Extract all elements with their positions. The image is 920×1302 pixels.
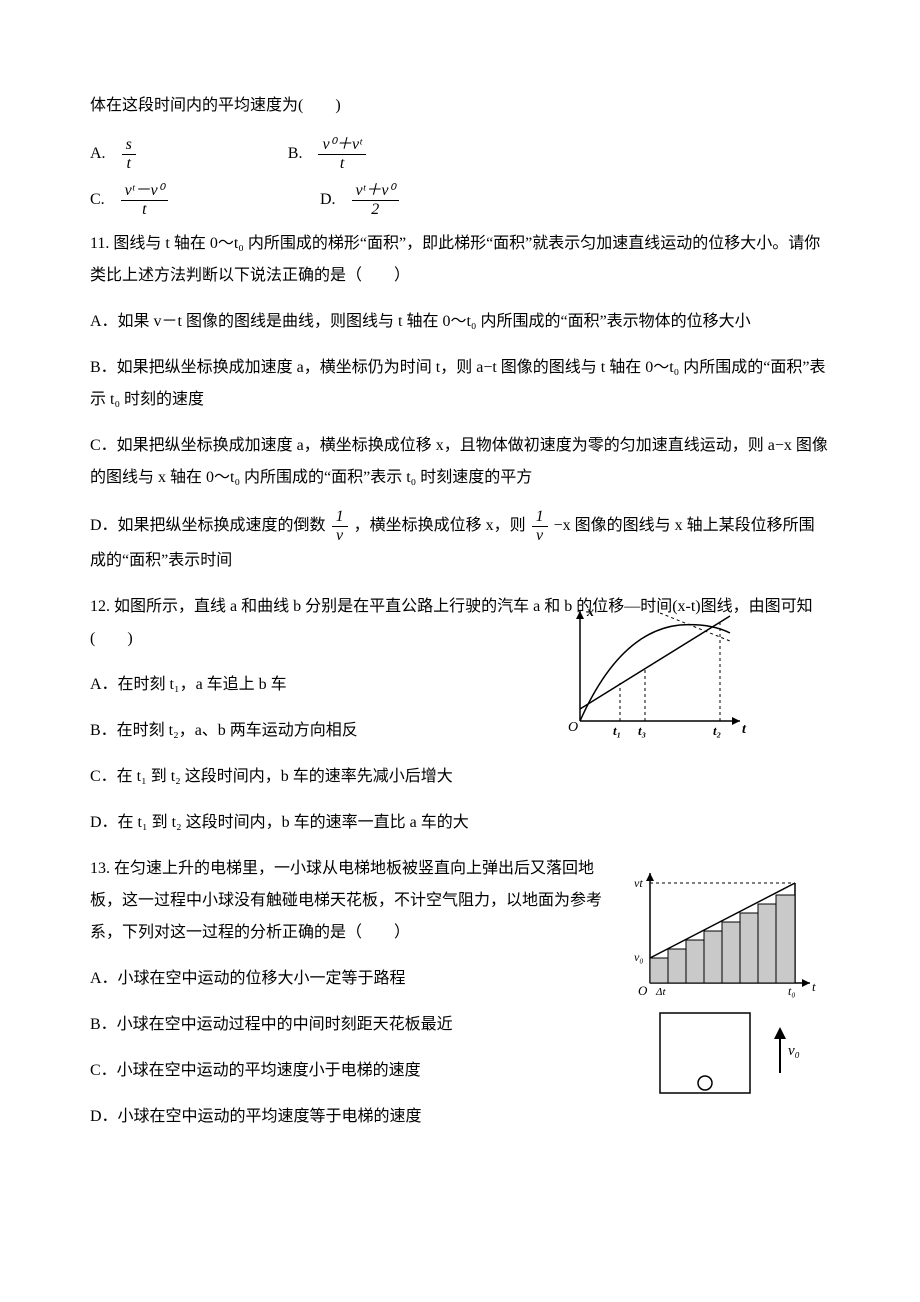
q10-tail: 体在这段时间内的平均速度为( ) (90, 90, 830, 122)
taxis-label: t (812, 979, 816, 994)
q12-figure: O t x t₁ t₃ t₂ (560, 601, 750, 741)
q10-row1: A. s t B. v⁰＋vᵗ t (90, 136, 830, 172)
q10-opt-A: A. s t (90, 136, 138, 172)
q12: 12. 如图所示，直线 a 和曲线 b 分别是在平直公路上行驶的汽车 a 和 b… (90, 591, 830, 839)
q12-A: A．在时刻 t₁，a 车追上 b 车 (90, 669, 570, 701)
vt-label: vt (634, 876, 643, 890)
frac-den: t (318, 155, 365, 173)
q11-D-mid: ，横坐标换成位移 x，则 (354, 517, 530, 534)
frac-den: v (332, 527, 348, 545)
frac: vᵗ＋v⁰ 2 (352, 182, 399, 218)
q11-A: A．如果 v－t 图像的图线是曲线，则图线与 t 轴在 0～t₀ 内所围成的“面… (90, 306, 830, 338)
frac: 1 v (532, 508, 548, 544)
frac-num: s (122, 136, 136, 155)
q13-figure-b: v₀ (630, 1003, 820, 1103)
frac-num: vᵗ＋v⁰ (352, 182, 399, 201)
frac: v⁰＋vᵗ t (318, 136, 365, 172)
q13-D: D．小球在空中运动的平均速度等于电梯的速度 (90, 1101, 830, 1133)
t3-label: t₃ (638, 723, 646, 738)
dt-label: Δt (655, 986, 666, 998)
opt-letter: B. (288, 142, 303, 166)
q12-D: D．在 t₁ 到 t₂ 这段时间内，b 车的速率一直比 a 车的大 (90, 807, 570, 839)
frac-den: v (532, 527, 548, 545)
frac-num: 1 (332, 508, 348, 527)
opt-letter: D. (320, 188, 336, 212)
origin-label: O (638, 983, 648, 998)
frac-den: t (121, 201, 168, 219)
t2-label: t₂ (713, 723, 721, 738)
v0-arrow-label: v₀ (788, 1043, 800, 1059)
bars (650, 895, 795, 983)
q11-D-pre: D．如果把纵坐标换成速度的倒数 (90, 517, 330, 534)
axis-x-label: t (742, 722, 747, 737)
frac: 1 v (332, 508, 348, 544)
axis-y-label: x (586, 605, 594, 620)
q11: 11. 图线与 t 轴在 0～t₀ 内所围成的梯形“面积”，即此梯形“面积”就表… (90, 228, 830, 576)
q11-D: D．如果把纵坐标换成速度的倒数 1 v ，横坐标换成位移 x，则 1 v −x … (90, 508, 830, 576)
frac: vᵗ－v⁰ t (121, 182, 168, 218)
frac-num: v⁰＋vᵗ (318, 136, 365, 155)
q13-stem: 13. 在匀速上升的电梯里，一小球从电梯地板被竖直向上弹出后又落回地板，这一过程… (90, 853, 620, 949)
q12-C: C．在 t₁ 到 t₂ 这段时间内，b 车的速率先减小后增大 (90, 761, 570, 793)
t1-label: t₁ (613, 723, 621, 738)
q12-B: B．在时刻 t₂，a、b 两车运动方向相反 (90, 715, 570, 747)
q13-figure-a: O Δt t₀ t v₀ vt (630, 863, 820, 1003)
q10-opt-B: B. v⁰＋vᵗ t (288, 136, 368, 172)
frac-den: t (122, 155, 136, 173)
frac: s t (122, 136, 136, 172)
opt-letter: A. (90, 142, 106, 166)
frac-den: 2 (352, 201, 399, 219)
t0-label: t₀ (788, 984, 796, 998)
q11-C: C．如果把纵坐标换成加速度 a，横坐标换成位移 x，且物体做初速度为零的匀加速直… (90, 430, 830, 494)
q11-B: B．如果把纵坐标换成加速度 a，横坐标仍为时间 t，则 a−t 图像的图线与 t… (90, 352, 830, 416)
q10-opt-D: D. vᵗ＋v⁰ 2 (320, 182, 401, 218)
frac-num: vᵗ－v⁰ (121, 182, 168, 201)
v0-label: v₀ (634, 950, 644, 964)
origin-label: O (568, 720, 578, 735)
opt-letter: C. (90, 188, 105, 212)
frac-num: 1 (532, 508, 548, 527)
q11-stem: 11. 图线与 t 轴在 0～t₀ 内所围成的梯形“面积”，即此梯形“面积”就表… (90, 228, 830, 292)
q13: 13. 在匀速上升的电梯里，一小球从电梯地板被竖直向上弹出后又落回地板，这一过程… (90, 853, 830, 1133)
q10-row2: C. vᵗ－v⁰ t D. vᵗ＋v⁰ 2 (90, 182, 830, 218)
q10-opt-C: C. vᵗ－v⁰ t (90, 182, 170, 218)
